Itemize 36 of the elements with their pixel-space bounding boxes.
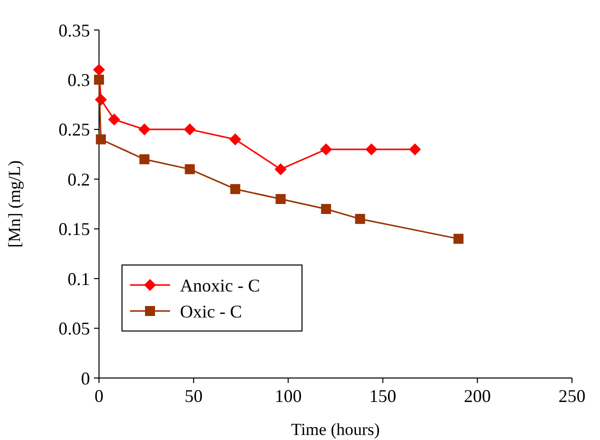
x-tick-label: 250 [558,386,586,406]
x-tick-label: 0 [94,386,104,406]
legend-label: Oxic - C [180,301,242,322]
legend-label: Anoxic - C [180,275,260,296]
x-tick-label: 100 [274,386,302,406]
point [276,194,286,204]
point [108,113,120,126]
x-tick-label: 200 [464,386,491,406]
point [230,184,240,194]
x-axis-title: Time (hours) [291,420,380,439]
point [321,204,332,214]
y-axis-title: [Mn] (mg/L) [5,160,24,248]
point [139,154,150,164]
point [96,134,106,144]
point [93,64,105,76]
point [138,123,150,136]
point [365,143,378,156]
point [274,163,287,176]
point [229,133,242,146]
point [184,164,195,174]
y-tick-label: 0.3 [68,70,90,90]
point [408,143,421,156]
y-tick-label: 0.1 [68,268,90,289]
x-tick-label: 50 [184,386,203,406]
point [355,214,366,224]
point [94,74,104,85]
point [453,234,464,244]
y-tick-label: 0.05 [58,318,90,339]
y-tick-label: 0 [81,368,90,388]
point [184,123,196,136]
point [320,143,332,156]
x-tick-label: 150 [369,386,396,406]
y-tick-label: 0.15 [58,219,90,240]
y-tick-label: 0.35 [58,20,90,40]
y-tick-label: 0.2 [68,169,90,190]
y-tick-label: 0.25 [58,120,90,140]
